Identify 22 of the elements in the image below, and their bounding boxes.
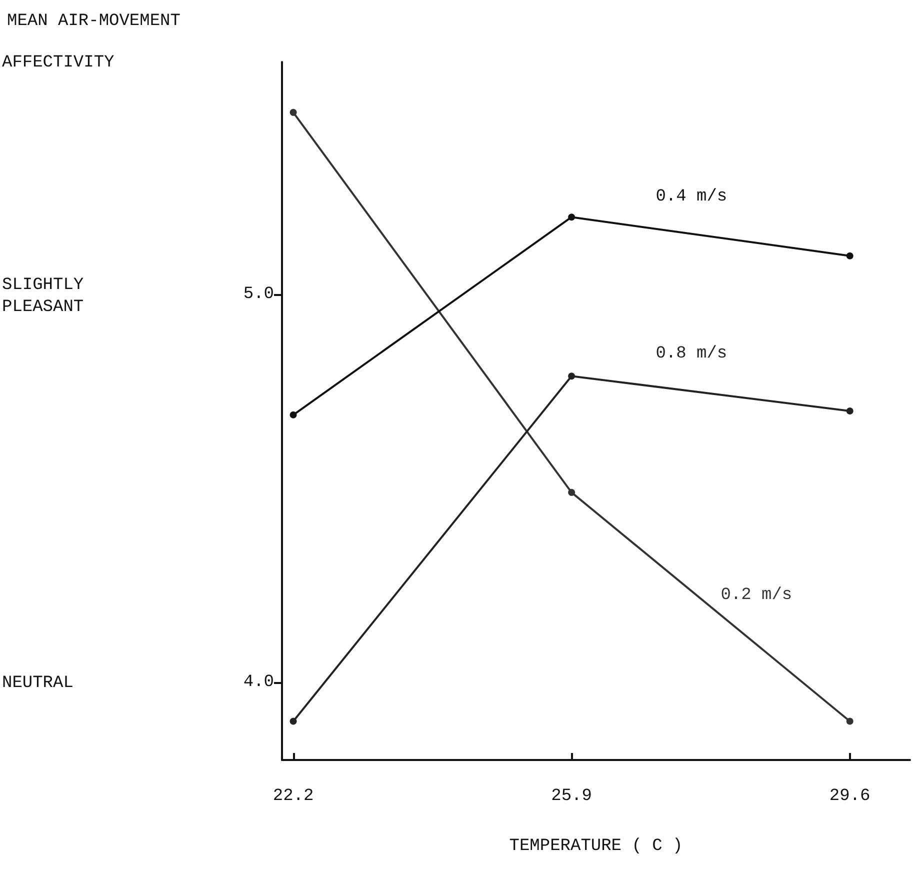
text: NEUTRAL xyxy=(2,674,74,693)
text: AFFECTIVITY xyxy=(2,54,114,72)
x-axis-title: TEMPERATURE ( C ) xyxy=(509,837,683,856)
point xyxy=(846,408,854,414)
point xyxy=(568,214,576,221)
series-label: 0.8 m/s xyxy=(656,344,728,364)
point xyxy=(568,488,576,496)
y-tick-label: 5.0 xyxy=(243,285,274,304)
text: MEAN AIR-MOVEMENT xyxy=(7,12,180,31)
point xyxy=(290,108,297,116)
point xyxy=(290,411,297,418)
text: SLIGHTLY PLEASANT xyxy=(2,276,84,318)
point xyxy=(290,718,297,725)
y-tick-label: 4.0 xyxy=(243,672,274,692)
x-tick-label: 25.9 xyxy=(551,787,592,806)
point xyxy=(846,718,854,725)
point xyxy=(846,252,854,260)
series-label: 0.2 m/s xyxy=(720,586,792,605)
x-tick-label: 29.6 xyxy=(829,787,870,806)
x-tick-label: 22.2 xyxy=(272,787,314,806)
point xyxy=(568,372,576,380)
series-label: 0.4 m/s xyxy=(656,188,728,206)
